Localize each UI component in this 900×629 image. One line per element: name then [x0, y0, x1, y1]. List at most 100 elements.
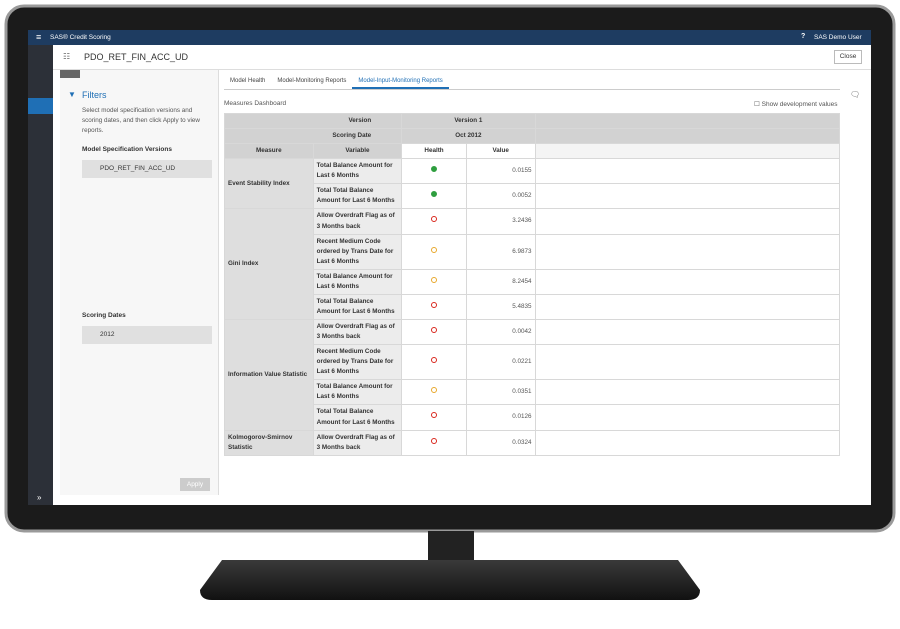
menu-icon[interactable]: ≡	[36, 32, 42, 42]
value: 0.0052	[465, 183, 536, 210]
health	[401, 158, 467, 185]
comment-icon[interactable]: 🗨	[850, 90, 861, 99]
data-row: Event Stability Index Total Balance Amoun…	[224, 158, 840, 210]
variable: Total Balance Amount for Last 6 Months	[312, 158, 403, 185]
version: Version 1	[401, 113, 536, 130]
blank	[534, 344, 840, 381]
health-icon	[431, 166, 438, 173]
header-row: Version Version 1	[224, 113, 840, 130]
variable: Recent Medium Code ordered by Trans Date…	[312, 233, 403, 270]
data-row: Information Value Statistic Allow Overdra…	[224, 318, 840, 431]
data-row: Total Balance Amount for Last 6 Months 0.…	[225, 379, 840, 406]
blank	[534, 379, 840, 406]
versions-label: Model Specification Versions	[82, 146, 172, 153]
blank	[534, 318, 840, 346]
health-icon	[431, 437, 438, 444]
show-dev[interactable]: ☐ Show development values	[754, 101, 838, 108]
apply-button[interactable]: Apply	[180, 478, 210, 491]
panel-toggle[interactable]	[60, 70, 80, 78]
top-bar: ≡ SAS® Credit Scoring ? SAS Demo User	[28, 30, 871, 45]
health-icon	[431, 387, 438, 394]
column-header: Measure	[224, 143, 314, 160]
blank	[534, 183, 840, 210]
blank	[534, 404, 840, 431]
help-icon[interactable]: ?	[801, 33, 806, 40]
variable: Allow Overdraft Flag as of 3 Months back	[312, 318, 403, 346]
value: 5.4835	[465, 293, 536, 321]
header: ☷ PDO_RET_FIN_ACC_UD Close	[53, 45, 871, 70]
tab[interactable]: Model Health	[230, 78, 266, 84]
value: 0.0324	[465, 429, 536, 456]
health-icon	[431, 412, 438, 419]
data-row: Total Balance Amount for Last 6 Months 8.…	[225, 268, 840, 295]
measure: Gini Index	[224, 208, 314, 320]
value: 3.2436	[465, 208, 536, 235]
tab[interactable]: Model-Input-Monitoring Reports	[352, 75, 449, 89]
health	[401, 379, 467, 406]
health	[401, 404, 467, 431]
blank	[534, 208, 840, 235]
filter-icon: ▼	[68, 90, 76, 99]
date-item[interactable]: 2012	[82, 326, 212, 344]
health-icon	[431, 246, 438, 253]
value: 0.0221	[465, 344, 536, 381]
blank	[534, 128, 840, 145]
stand-base	[200, 560, 700, 600]
object-title: PDO_RET_FIN_ACC_UD	[84, 52, 189, 62]
tabs: Model Health Model-Monitoring Reports Mode…	[224, 75, 840, 90]
version-item[interactable]: PDO_RET_FIN_ACC_UD	[82, 160, 212, 178]
blank-cell: Version	[224, 113, 403, 130]
header-row: Scoring Date Oct 2012	[224, 128, 840, 145]
column-header: Health	[401, 143, 467, 160]
health-icon	[431, 216, 438, 223]
variable: Total Balance Amount for Last 6 Months	[312, 379, 403, 406]
tab[interactable]: Model-Monitoring Reports	[277, 78, 347, 84]
variable: Allow Overdraft Flag as of 3 Months back	[312, 429, 403, 456]
health-icon	[431, 357, 438, 364]
health	[401, 208, 467, 235]
health	[401, 318, 467, 346]
data-row: Gini Index Allow Overdraft Flag as of 3 M…	[224, 208, 840, 320]
health	[401, 429, 467, 456]
close-button[interactable]: Close	[834, 50, 862, 64]
variable: Total Total Balance Amount for Last 6 Mo…	[312, 404, 403, 431]
main: Model Health Model-Monitoring Reports Mode…	[224, 70, 840, 495]
expand[interactable]: »	[37, 493, 42, 502]
data-row: Recent Medium Code ordered by Trans Date…	[225, 233, 840, 270]
variable: Total Balance Amount for Last 6 Months	[312, 268, 403, 295]
blank	[534, 293, 840, 321]
value: 8.2454	[465, 268, 536, 295]
variable: Recent Medium Code ordered by Trans Date…	[312, 344, 403, 381]
user-menu[interactable]: SAS Demo User	[814, 34, 862, 41]
data-row: Kolmogorov-Smirnov Statistic Allow Overdr…	[224, 429, 840, 456]
filters-title: Filters	[82, 90, 107, 100]
blank	[534, 268, 840, 295]
data-row: Total Total Balance Amount for Last 6 Mo…	[225, 293, 840, 321]
variable: Total Total Balance Amount for Last 6 Mo…	[312, 183, 403, 210]
header-row: Measure Variable Health Value	[224, 143, 840, 160]
data-row: Recent Medium Code ordered by Trans Date…	[225, 344, 840, 381]
column-header: Variable	[312, 143, 403, 160]
measure: Kolmogorov-Smirnov Statistic	[224, 429, 314, 456]
health-icon	[431, 276, 438, 283]
list-icon[interactable]: ☷	[63, 52, 71, 61]
neck	[428, 531, 474, 561]
column-header: Value	[465, 143, 536, 160]
health	[401, 268, 467, 295]
value: 0.0351	[465, 379, 536, 406]
dates-label: Scoring Dates	[82, 312, 126, 319]
nav-active[interactable]	[28, 98, 53, 114]
blank	[534, 429, 840, 456]
screen: ≡ SAS® Credit Scoring ? SAS Demo User » …	[28, 30, 871, 505]
blank	[534, 158, 840, 185]
nav-rail: »	[28, 45, 53, 505]
measure: Event Stability Index	[224, 158, 314, 210]
app-title: SAS® Credit Scoring	[50, 34, 111, 41]
value: 0.0126	[465, 404, 536, 431]
value: 0.0042	[465, 318, 536, 346]
health	[401, 293, 467, 321]
show-dev-label: Show development values	[761, 101, 838, 108]
blank	[534, 113, 840, 130]
table-wrap: Version Version 1 Scoring Date Oct 2012 Meas…	[224, 113, 840, 493]
